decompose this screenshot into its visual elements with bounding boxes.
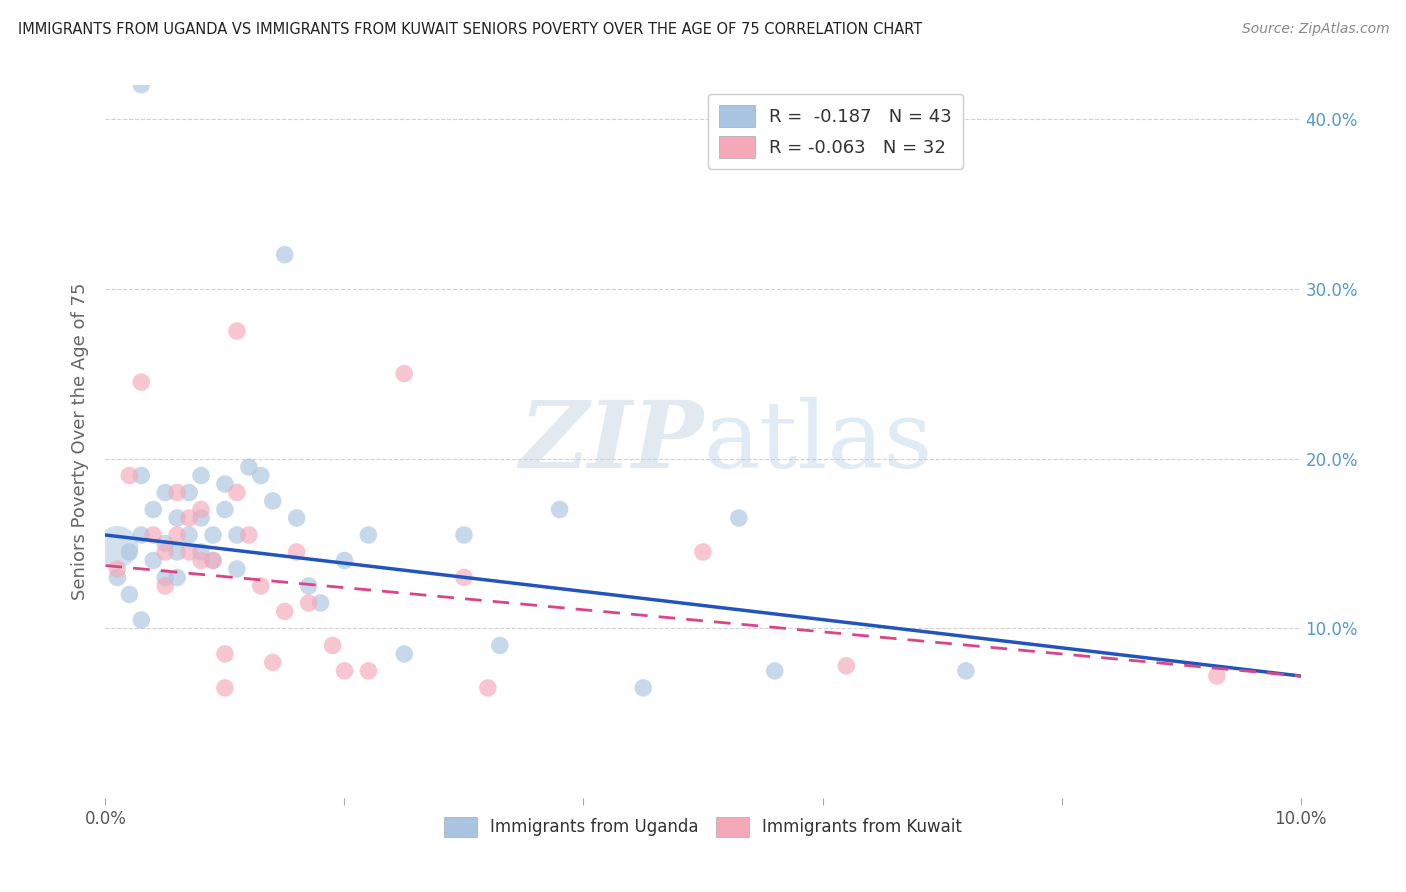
Point: [394, 647, 416, 661]
Point: [166, 511, 188, 525]
Point: [166, 545, 188, 559]
Point: [285, 511, 308, 525]
Point: [250, 468, 273, 483]
Point: [321, 639, 344, 653]
Point: [285, 545, 308, 559]
Point: [238, 528, 260, 542]
Point: [190, 545, 212, 559]
Point: [1206, 669, 1229, 683]
Point: [225, 485, 249, 500]
Point: [250, 579, 273, 593]
Point: [155, 579, 177, 593]
Point: [214, 477, 236, 491]
Point: [225, 324, 249, 338]
Point: [273, 604, 295, 618]
Point: [225, 528, 249, 542]
Point: [118, 545, 141, 559]
Point: [225, 562, 249, 576]
Text: atlas: atlas: [703, 397, 932, 486]
Point: [763, 664, 786, 678]
Point: [129, 468, 153, 483]
Point: [155, 536, 177, 550]
Point: [142, 528, 165, 542]
Point: [214, 681, 236, 695]
Point: [202, 553, 225, 567]
Point: [548, 502, 571, 516]
Point: [453, 528, 475, 542]
Point: [129, 613, 153, 627]
Point: [273, 247, 295, 261]
Text: IMMIGRANTS FROM UGANDA VS IMMIGRANTS FROM KUWAIT SENIORS POVERTY OVER THE AGE OF: IMMIGRANTS FROM UGANDA VS IMMIGRANTS FRO…: [18, 22, 922, 37]
Point: [394, 367, 416, 381]
Point: [692, 545, 714, 559]
Point: [118, 587, 141, 601]
Point: [357, 528, 380, 542]
Point: [177, 545, 201, 559]
Point: [166, 528, 188, 542]
Point: [166, 485, 188, 500]
Point: [155, 570, 177, 584]
Point: [129, 528, 153, 542]
Point: [202, 528, 225, 542]
Point: [357, 664, 380, 678]
Point: [202, 553, 225, 567]
Point: [118, 468, 141, 483]
Point: [309, 596, 332, 610]
Y-axis label: Seniors Poverty Over the Age of 75: Seniors Poverty Over the Age of 75: [72, 283, 90, 600]
Point: [166, 570, 188, 584]
Point: [238, 460, 260, 475]
Text: ZIP: ZIP: [519, 397, 703, 486]
Point: [107, 540, 129, 554]
Point: [190, 502, 212, 516]
Point: [107, 570, 129, 584]
Point: [142, 553, 165, 567]
Point: [129, 78, 153, 92]
Point: [835, 658, 858, 673]
Point: [190, 468, 212, 483]
Point: [262, 494, 284, 508]
Point: [142, 502, 165, 516]
Point: [453, 570, 475, 584]
Point: [728, 511, 751, 525]
Point: [489, 639, 512, 653]
Point: [333, 664, 356, 678]
Point: [633, 681, 655, 695]
Text: Source: ZipAtlas.com: Source: ZipAtlas.com: [1241, 22, 1389, 37]
Point: [955, 664, 977, 678]
Point: [477, 681, 499, 695]
Point: [155, 545, 177, 559]
Point: [177, 511, 201, 525]
Point: [177, 485, 201, 500]
Point: [333, 553, 356, 567]
Point: [190, 511, 212, 525]
Point: [298, 596, 321, 610]
Point: [298, 579, 321, 593]
Point: [262, 656, 284, 670]
Point: [214, 502, 236, 516]
Legend: Immigrants from Uganda, Immigrants from Kuwait: Immigrants from Uganda, Immigrants from …: [437, 810, 969, 844]
Point: [177, 528, 201, 542]
Point: [214, 647, 236, 661]
Point: [107, 562, 129, 576]
Point: [129, 375, 153, 389]
Point: [190, 553, 212, 567]
Point: [155, 485, 177, 500]
